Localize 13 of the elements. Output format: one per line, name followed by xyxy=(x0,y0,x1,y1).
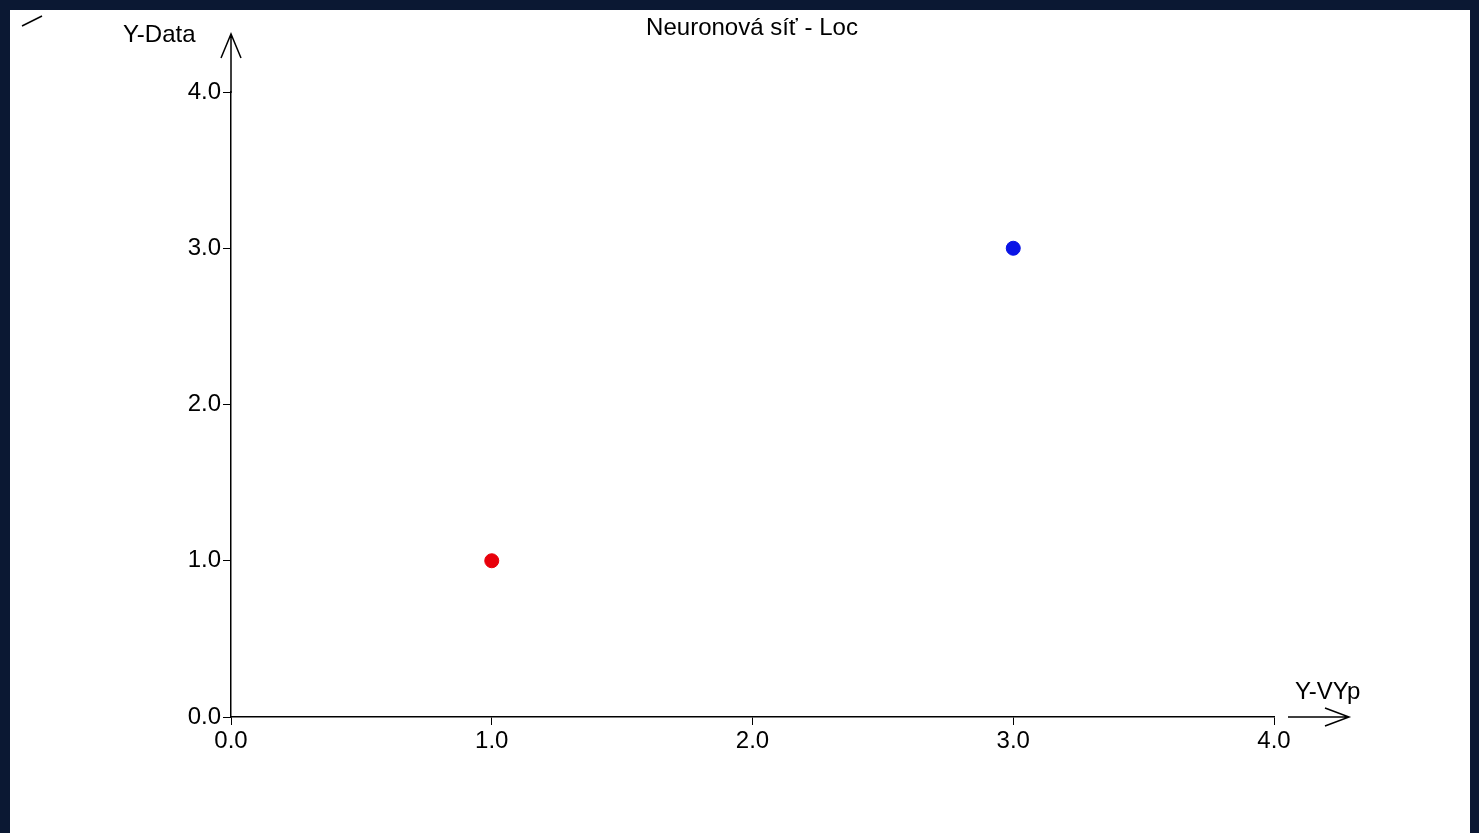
x-tick-label: 4.0 xyxy=(1257,726,1291,754)
y-tick-label: 3.0 xyxy=(187,232,221,260)
x-tick-label: 0.0 xyxy=(214,726,248,754)
x-tick-label: 2.0 xyxy=(735,726,770,754)
y-tick-label: 2.0 xyxy=(187,389,221,417)
y-tick-label: 1.0 xyxy=(187,545,221,573)
y-tick-label: 0.0 xyxy=(187,701,221,729)
x-axis-title: Y-VYp xyxy=(1295,677,1361,705)
x-tick-label: 3.0 xyxy=(996,726,1030,754)
y-tick-label: 4.0 xyxy=(187,76,221,104)
x-tick-label: 1.0 xyxy=(475,726,509,754)
y-axis-title: Y-Data xyxy=(123,20,196,48)
chart-title: Neuronová síť - Loc xyxy=(646,13,858,40)
